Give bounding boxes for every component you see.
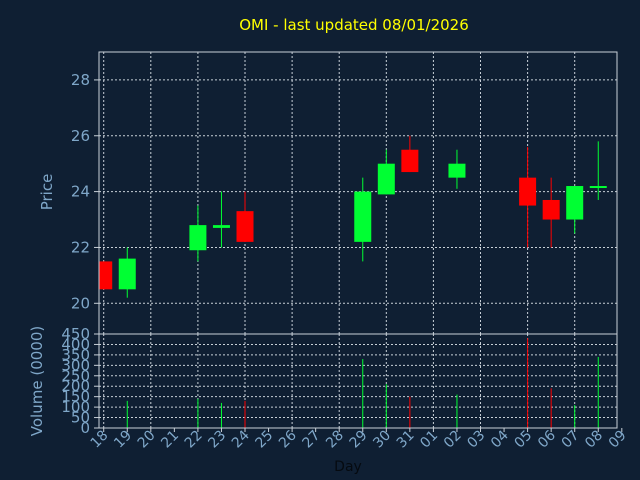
x-tick-label: 06: [535, 427, 559, 451]
volume-tick-label: 400: [61, 335, 90, 353]
volume-tick-label: 350: [61, 346, 90, 364]
x-tick-label: 08: [582, 428, 606, 452]
price-tick-labels: 20 22 24 26 28: [71, 71, 90, 312]
x-tick-label: 03: [464, 428, 488, 452]
price-tick-label: 28: [71, 71, 90, 89]
candles: [99, 135, 607, 298]
x-tick-label: 25: [252, 428, 276, 452]
x-tick-label: 26: [276, 427, 300, 451]
price-tick-label: 24: [71, 183, 90, 201]
x-tick-label: 07: [559, 428, 583, 452]
candle-body: [448, 163, 466, 178]
price-tick-label: 22: [71, 238, 90, 256]
candle-body: [519, 177, 537, 206]
chart-title: OMI - last updated 08/01/2026: [239, 16, 469, 34]
candle-body: [354, 191, 372, 242]
x-tick-label: 29: [347, 428, 371, 452]
price-tick-label: 26: [71, 127, 90, 145]
x-tick-label: 20: [135, 428, 159, 452]
candle-body: [566, 186, 584, 220]
candle-body: [377, 163, 395, 195]
x-tick-label: 05: [512, 428, 536, 452]
volume-panel-frame: [98, 333, 618, 429]
volume-tick-label: 50: [71, 409, 90, 427]
x-tick-label: 30: [370, 428, 394, 452]
x-axis-label: Day: [334, 459, 362, 475]
volume-tick-label: 300: [61, 356, 90, 374]
x-tick-label: 23: [205, 428, 229, 452]
candle-body: [212, 225, 230, 228]
x-tick-label: 04: [488, 427, 512, 451]
volume-tick-label: 200: [61, 377, 90, 395]
x-tick-label: 22: [182, 428, 206, 452]
candle-body: [189, 225, 207, 251]
candle-body: [589, 186, 607, 189]
price-axis-label: Price: [38, 174, 56, 211]
x-tick-label: 18: [88, 428, 112, 452]
x-tick-label: 28: [323, 428, 347, 452]
x-tick-label: 19: [111, 428, 135, 452]
candle-body: [118, 258, 136, 290]
volume-tick-label: 150: [61, 388, 90, 406]
candle-group: [99, 135, 607, 298]
candle-body: [401, 149, 419, 173]
x-tick-label: 09: [606, 428, 630, 452]
x-tick-label: 24: [229, 427, 253, 451]
volume-tick-label: 0: [80, 419, 90, 437]
price-tick-label: 20: [71, 294, 90, 312]
volume-tick-label: 100: [61, 398, 90, 416]
candle-body: [542, 199, 560, 220]
volume-axis-label: Volume (0000): [28, 326, 46, 436]
x-tick-label: 31: [394, 428, 418, 452]
volume-tick-label: 450: [61, 325, 90, 343]
candle-body: [236, 211, 254, 242]
x-tick-label: 21: [158, 428, 182, 452]
x-tick-labels: 18 19 20 21 22 23 24 25 26 27 28 29 30 31 01 02 03 04 05 06…: [88, 427, 630, 451]
volume-tick-label: 250: [61, 367, 90, 385]
x-tick-label: 02: [441, 428, 465, 452]
volume-grid: [94, 333, 617, 429]
candle-body: [99, 261, 113, 290]
x-tick-label: 01: [417, 428, 441, 452]
x-tick-label: 27: [300, 428, 324, 452]
volume-bars: [126, 338, 599, 428]
